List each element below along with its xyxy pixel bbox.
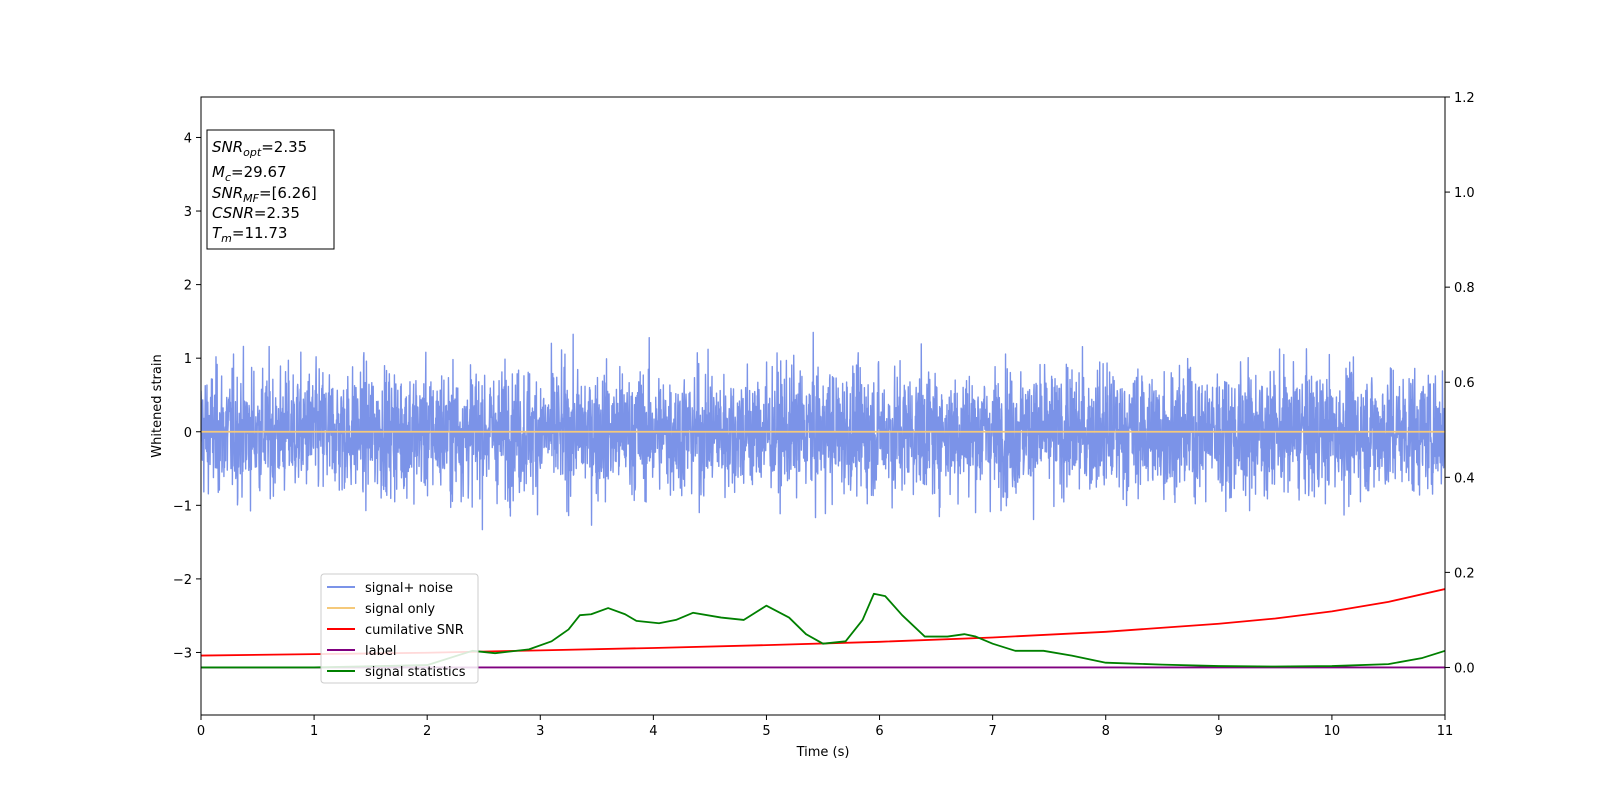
y-axis-label: Whitened strain bbox=[150, 354, 165, 457]
x-tick-label: 1 bbox=[310, 724, 318, 739]
y-axis-left: −3 −2 −1 0 1 2 3 4 bbox=[173, 131, 201, 661]
y-right-tick-label: 0.6 bbox=[1454, 376, 1475, 391]
legend-label: signal+ noise bbox=[365, 581, 453, 596]
y-tick-label: 1 bbox=[184, 352, 192, 367]
plot-frame bbox=[200, 96, 1446, 716]
annotation-line: SNRopt=2.35 bbox=[212, 138, 307, 159]
y-tick-label: −2 bbox=[173, 573, 192, 588]
x-tick-label: 7 bbox=[988, 724, 996, 739]
legend-frame bbox=[320, 573, 479, 684]
legend-label: label bbox=[365, 644, 396, 659]
annotation-frame bbox=[206, 129, 335, 250]
x-tick-label: 11 bbox=[1437, 724, 1454, 739]
x-axis-label: Time (s) bbox=[796, 745, 850, 760]
x-axis: 0 1 2 3 4 5 6 7 8 9 10 11 bbox=[197, 715, 1453, 739]
x-tick-label: 10 bbox=[1324, 724, 1341, 739]
y-tick-label: −3 bbox=[173, 646, 192, 661]
x-tick-label: 0 bbox=[197, 724, 205, 739]
annotation-line: Mc=29.67 bbox=[212, 163, 287, 184]
x-tick-label: 3 bbox=[536, 724, 544, 739]
y-right-tick-label: 0.0 bbox=[1454, 661, 1475, 676]
series-line-4 bbox=[201, 592, 1445, 669]
legend-label: signal statistics bbox=[365, 665, 466, 680]
x-tick-label: 5 bbox=[762, 724, 770, 739]
y-right-tick-label: 0.4 bbox=[1454, 471, 1475, 486]
legend-label: signal only bbox=[365, 602, 435, 617]
x-tick-label: 2 bbox=[423, 724, 431, 739]
y-tick-label: 4 bbox=[184, 131, 192, 146]
annotation-box: SNRopt=2.35 Mc=29.67SNRMF=[6.26]CSNR=2.35… bbox=[206, 129, 335, 250]
annotation-line: CSNR=2.35 bbox=[212, 204, 300, 222]
y-axis-right: 0.0 0.2 0.4 0.6 0.8 1.0 1.2 bbox=[1445, 91, 1475, 676]
y-right-tick-label: 1.2 bbox=[1454, 91, 1475, 106]
series-line-0 bbox=[201, 331, 1445, 531]
x-tick-label: 4 bbox=[649, 724, 657, 739]
y-tick-label: −1 bbox=[173, 499, 192, 514]
x-tick-label: 8 bbox=[1102, 724, 1110, 739]
annotation-line: SNRMF=[6.26] bbox=[212, 184, 317, 205]
legend-label: cumilative SNR bbox=[365, 623, 464, 638]
x-tick-label: 6 bbox=[875, 724, 883, 739]
legend: signal+ noise signal only cumilative SNR la… bbox=[320, 573, 479, 684]
y-tick-label: 0 bbox=[184, 426, 192, 441]
x-tick-label: 9 bbox=[1215, 724, 1223, 739]
y-tick-label: 2 bbox=[184, 279, 192, 294]
annotation-line: Tm=11.73 bbox=[212, 224, 287, 245]
y-tick-label: 3 bbox=[184, 205, 192, 220]
y-right-tick-label: 1.0 bbox=[1454, 186, 1475, 201]
y-right-tick-label: 0.2 bbox=[1454, 566, 1475, 581]
y-right-tick-label: 0.8 bbox=[1454, 281, 1475, 296]
